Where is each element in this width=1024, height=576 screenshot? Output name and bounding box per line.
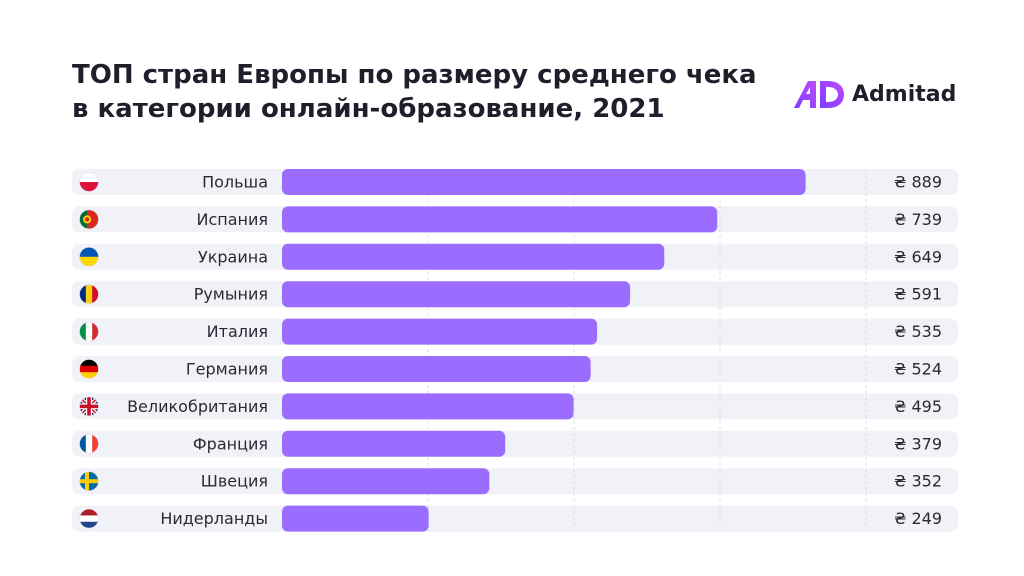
brand-logo: Admitad <box>792 78 956 110</box>
bar <box>282 468 490 495</box>
title-line-1: ТОП стран Европы по размеру среднего чек… <box>72 60 757 90</box>
chart-row: Украина ₴ 649 <box>79 243 942 270</box>
flag-ua-icon <box>79 246 99 267</box>
chart-row: Испания ₴ 739 <box>79 206 942 233</box>
category-label: Польша <box>202 173 268 192</box>
category-label: Швеция <box>201 472 268 491</box>
category-label: Нидерланды <box>160 509 268 528</box>
brand-name: Admitad <box>852 81 957 107</box>
value-label: ₴ 379 <box>894 434 942 453</box>
bar <box>282 206 718 233</box>
flag-pt-icon <box>79 209 99 230</box>
flag-pl-icon <box>79 172 99 192</box>
flag-nl-icon <box>79 508 99 529</box>
value-label: ₴ 524 <box>894 360 942 379</box>
category-label: Германия <box>186 360 268 379</box>
bar <box>282 281 631 308</box>
category-label: Украина <box>198 247 268 266</box>
value-label: ₴ 249 <box>894 509 942 528</box>
bar <box>282 169 806 195</box>
flag-it-icon <box>79 321 99 342</box>
category-label: Италия <box>207 322 268 341</box>
chart-row: Италия ₴ 535 <box>79 318 942 345</box>
value-label: ₴ 352 <box>894 472 942 491</box>
value-label: ₴ 649 <box>894 247 942 266</box>
chart-title: ТОП стран Европы по размеру среднего чек… <box>72 58 772 126</box>
chart-row: Великобритания ₴ 495 <box>79 393 942 420</box>
value-label: ₴ 889 <box>894 173 942 192</box>
bar <box>282 505 429 532</box>
bar <box>282 393 574 420</box>
bar <box>282 318 598 345</box>
category-label: Румыния <box>194 285 268 304</box>
value-label: ₴ 535 <box>894 322 942 341</box>
chart-row: Франция ₴ 379 <box>79 430 942 457</box>
category-label: Испания <box>196 210 268 229</box>
bar <box>282 243 665 270</box>
chart-row: Румыния ₴ 591 <box>79 281 942 308</box>
flag-ro-icon <box>79 284 99 305</box>
chart-row: Германия ₴ 524 <box>79 356 942 382</box>
chart-row: Швеция ₴ 352 <box>79 468 942 495</box>
value-label: ₴ 739 <box>894 210 942 229</box>
category-label: Франция <box>193 434 268 453</box>
admitad-logo-icon <box>794 81 844 108</box>
flag-fr-icon <box>79 433 99 454</box>
chart-row: Польша ₴ 889 <box>79 169 942 195</box>
flag-gb-icon <box>79 396 99 417</box>
flag-de-icon <box>79 359 99 379</box>
bar <box>282 356 591 382</box>
title-line-2: в категории онлайн-образование, 2021 <box>72 94 665 124</box>
value-label: ₴ 591 <box>894 285 942 304</box>
flag-se-icon <box>79 471 99 492</box>
category-label: Великобритания <box>127 397 268 416</box>
chart-row: Нидерланды ₴ 249 <box>79 505 942 532</box>
value-label: ₴ 495 <box>894 397 942 416</box>
bar <box>282 430 506 457</box>
